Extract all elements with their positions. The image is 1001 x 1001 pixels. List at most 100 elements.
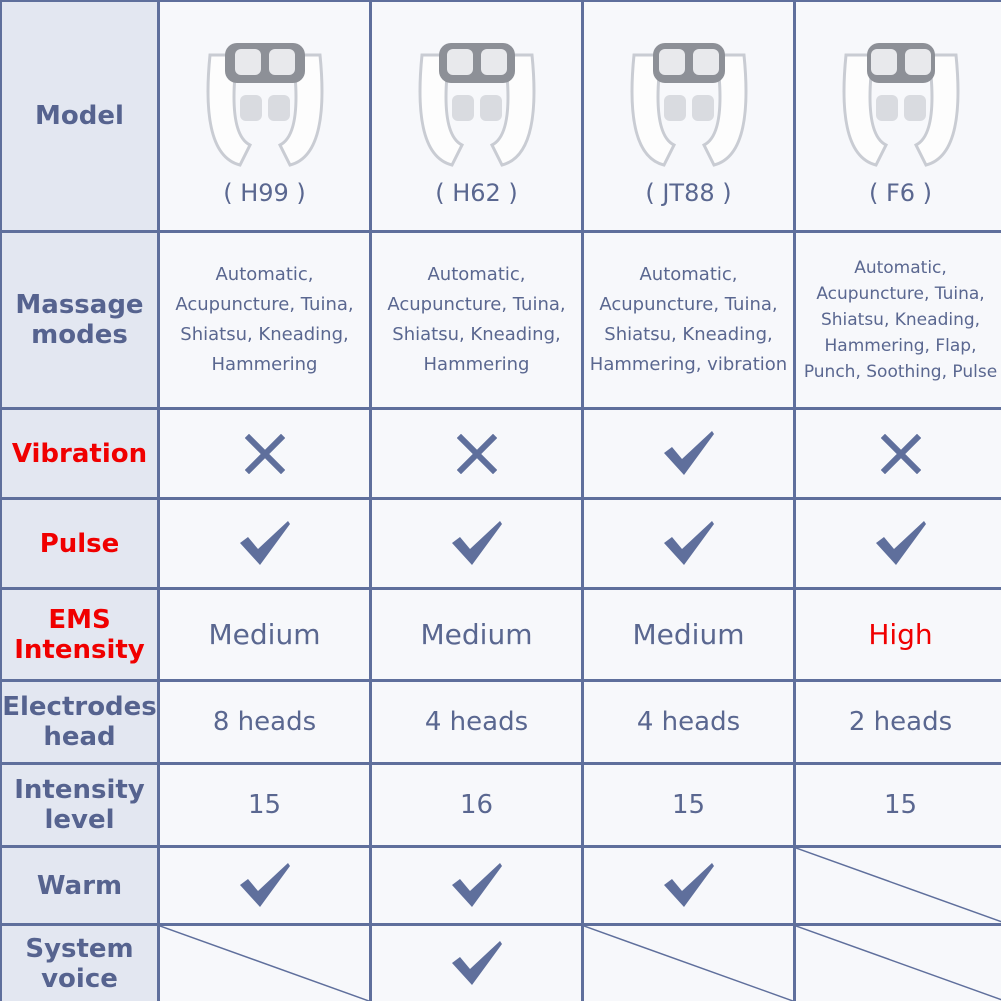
table-cell: 15 (584, 765, 793, 845)
row-header: Pulse (2, 500, 157, 587)
mode-line: Automatic, (215, 264, 314, 285)
product-image (206, 43, 323, 167)
table-cell (796, 500, 1001, 587)
cell-value: 8 heads (212, 707, 317, 737)
cross-icon (880, 433, 921, 474)
table-cell: 2 heads (796, 682, 1001, 762)
table-cell (796, 926, 1001, 1001)
check-icon (663, 430, 714, 475)
cell-value: 2 heads (848, 707, 953, 737)
mode-line: Punch, Soothing, Pulse (803, 362, 998, 382)
check-icon (875, 520, 926, 565)
mode-line: Shiatsu, Kneading, (820, 310, 981, 330)
mode-line: Shiatsu, Kneading, (180, 324, 349, 345)
check-icon (451, 940, 502, 985)
table-cell (584, 500, 793, 587)
table-cell: 15 (160, 765, 369, 845)
table-cell (372, 848, 581, 923)
table-cell: 4 heads (372, 682, 581, 762)
cell-value: 4 heads (424, 707, 529, 737)
mode-line: Shiatsu, Kneading, (604, 324, 773, 345)
not-applicable-slash (160, 926, 369, 1001)
table-cell: Medium (584, 590, 793, 679)
cell-value: Medium (208, 618, 321, 651)
product-image (842, 43, 959, 167)
table-cell: 4 heads (584, 682, 793, 762)
not-applicable-slash (796, 926, 1001, 1001)
table-cell (796, 410, 1001, 497)
not-applicable-slash (584, 926, 793, 1001)
cell-value: 4 heads (636, 707, 741, 737)
cell-value: High (868, 618, 933, 651)
table-cell: Medium (160, 590, 369, 679)
cell-value: Medium (632, 618, 745, 651)
mode-line: Hammering, vibration (589, 354, 788, 375)
table-cell: Automatic, Acupuncture, Tuina, Shiatsu, Kn… (372, 233, 581, 407)
table-cell (372, 926, 581, 1001)
cell-value: 16 (459, 790, 494, 820)
mode-line: Acupuncture, Tuina, (175, 294, 354, 315)
mode-line: Hammering (211, 354, 318, 375)
check-icon (451, 862, 502, 907)
table-cell (584, 410, 793, 497)
table-cell (584, 926, 793, 1001)
row-header: Massage modes (2, 233, 157, 407)
table-cell: 8 heads (160, 682, 369, 762)
check-icon (663, 862, 714, 907)
table-cell: Automatic, Acupuncture, Tuina, Shiatsu, Kn… (584, 233, 793, 407)
table-cell (372, 500, 581, 587)
table-cell: 16 (372, 765, 581, 845)
table-cell (160, 410, 369, 497)
table-cell (372, 410, 581, 497)
cross-icon (244, 433, 285, 474)
row-header-label: System voice (25, 933, 134, 994)
cross-icon (456, 433, 497, 474)
check-icon (239, 862, 290, 907)
row-header: Intensity level (2, 765, 157, 845)
table-cell: 15 (796, 765, 1001, 845)
table-cell: Automatic, Acupuncture, Tuina, Shiatsu, Kn… (796, 233, 1001, 407)
row-header-label: Electrodes head (2, 692, 157, 752)
mode-line: Hammering (423, 354, 530, 375)
row-header: Model (2, 2, 157, 230)
table-cell (584, 848, 793, 923)
product-image (630, 43, 747, 167)
cell-value: 15 (671, 790, 706, 820)
mode-line: Automatic, (854, 258, 947, 278)
table-cell: Medium (372, 590, 581, 679)
row-header-label: Vibration (11, 438, 148, 469)
mode-line: Acupuncture, Tuina, (599, 294, 778, 315)
check-icon (451, 520, 502, 565)
cell-value: 15 (883, 790, 918, 820)
product-image (418, 43, 535, 167)
mode-line: Acupuncture, Tuina, (387, 294, 566, 315)
not-applicable-slash (796, 848, 1001, 923)
row-header-label: EMS Intensity (14, 604, 145, 665)
table-cell (160, 926, 369, 1001)
table-cell: Automatic, Acupuncture, Tuina, Shiatsu, Kn… (160, 233, 369, 407)
mode-line: Shiatsu, Kneading, (392, 324, 561, 345)
table-cell: ( H62 ) (372, 2, 581, 230)
mode-line: Hammering, Flap, (824, 336, 977, 356)
mode-line: Automatic, (639, 264, 738, 285)
model-name: ( H62 ) (435, 179, 518, 207)
table-cell (160, 500, 369, 587)
row-header: System voice (2, 926, 157, 1001)
model-name: ( H99 ) (223, 179, 306, 207)
row-header: Electrodes head (2, 682, 157, 762)
mode-line: Automatic, (427, 264, 526, 285)
cell-value: 15 (247, 790, 282, 820)
check-icon (239, 520, 290, 565)
table-cell: High (796, 590, 1001, 679)
row-header: EMS Intensity (2, 590, 157, 679)
row-header-label: Intensity level (14, 775, 145, 835)
table-cell (160, 848, 369, 923)
table-cell: ( H99 ) (160, 2, 369, 230)
check-icon (663, 520, 714, 565)
model-name: ( F6 ) (868, 179, 933, 207)
table-cell (796, 848, 1001, 923)
row-header: Vibration (2, 410, 157, 497)
cell-value: Medium (420, 618, 533, 651)
row-header-label: Massage modes (15, 290, 144, 350)
